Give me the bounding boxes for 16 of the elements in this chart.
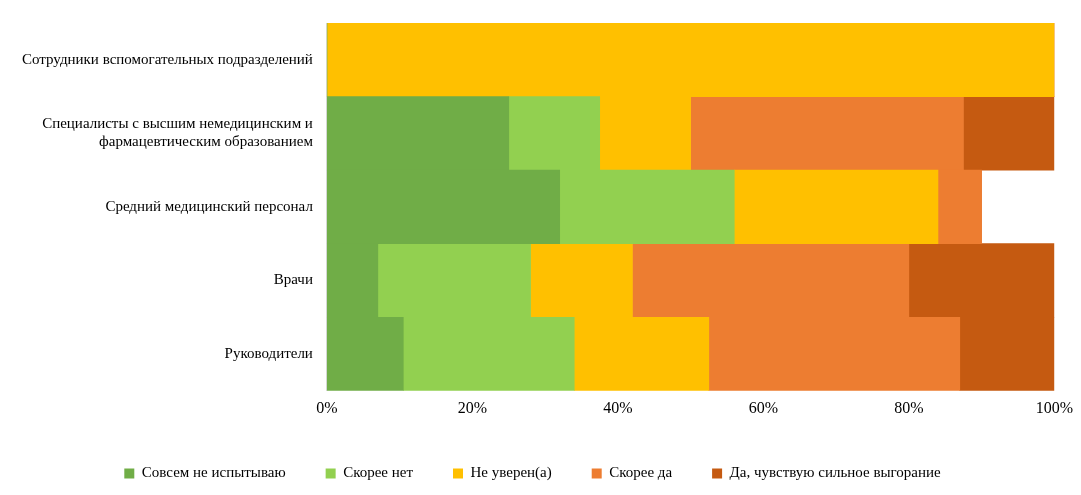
- legend-label: Скорее да: [609, 464, 673, 481]
- legend-label: Совсем не испытываю: [141, 464, 286, 481]
- y-tick-label: Сотрудники вспомогательных подразделений: [21, 50, 313, 67]
- legend-label: Да, чувствую сильное выгорание: [729, 464, 942, 481]
- y-tick-label: Средний медицинский персонал: [105, 197, 314, 214]
- x-tick-label: 100%: [1035, 398, 1073, 416]
- legend-label: Скорее нет: [343, 464, 414, 481]
- y-tick-label: Врачи: [273, 271, 313, 288]
- y-tick-label: Специалисты с высшим немедицинским и фармацевтическим образованием: [42, 115, 314, 150]
- x-tick-label: 0%: [316, 398, 338, 416]
- x-tick-label: 60%: [748, 398, 779, 416]
- x-tick-label: 20%: [457, 398, 488, 416]
- x-tick-label: 40%: [603, 398, 633, 416]
- x-tick-label: 80%: [894, 398, 924, 416]
- legend-label: Не уверен(а): [470, 464, 552, 482]
- y-tick-label: Руководители: [224, 344, 313, 361]
